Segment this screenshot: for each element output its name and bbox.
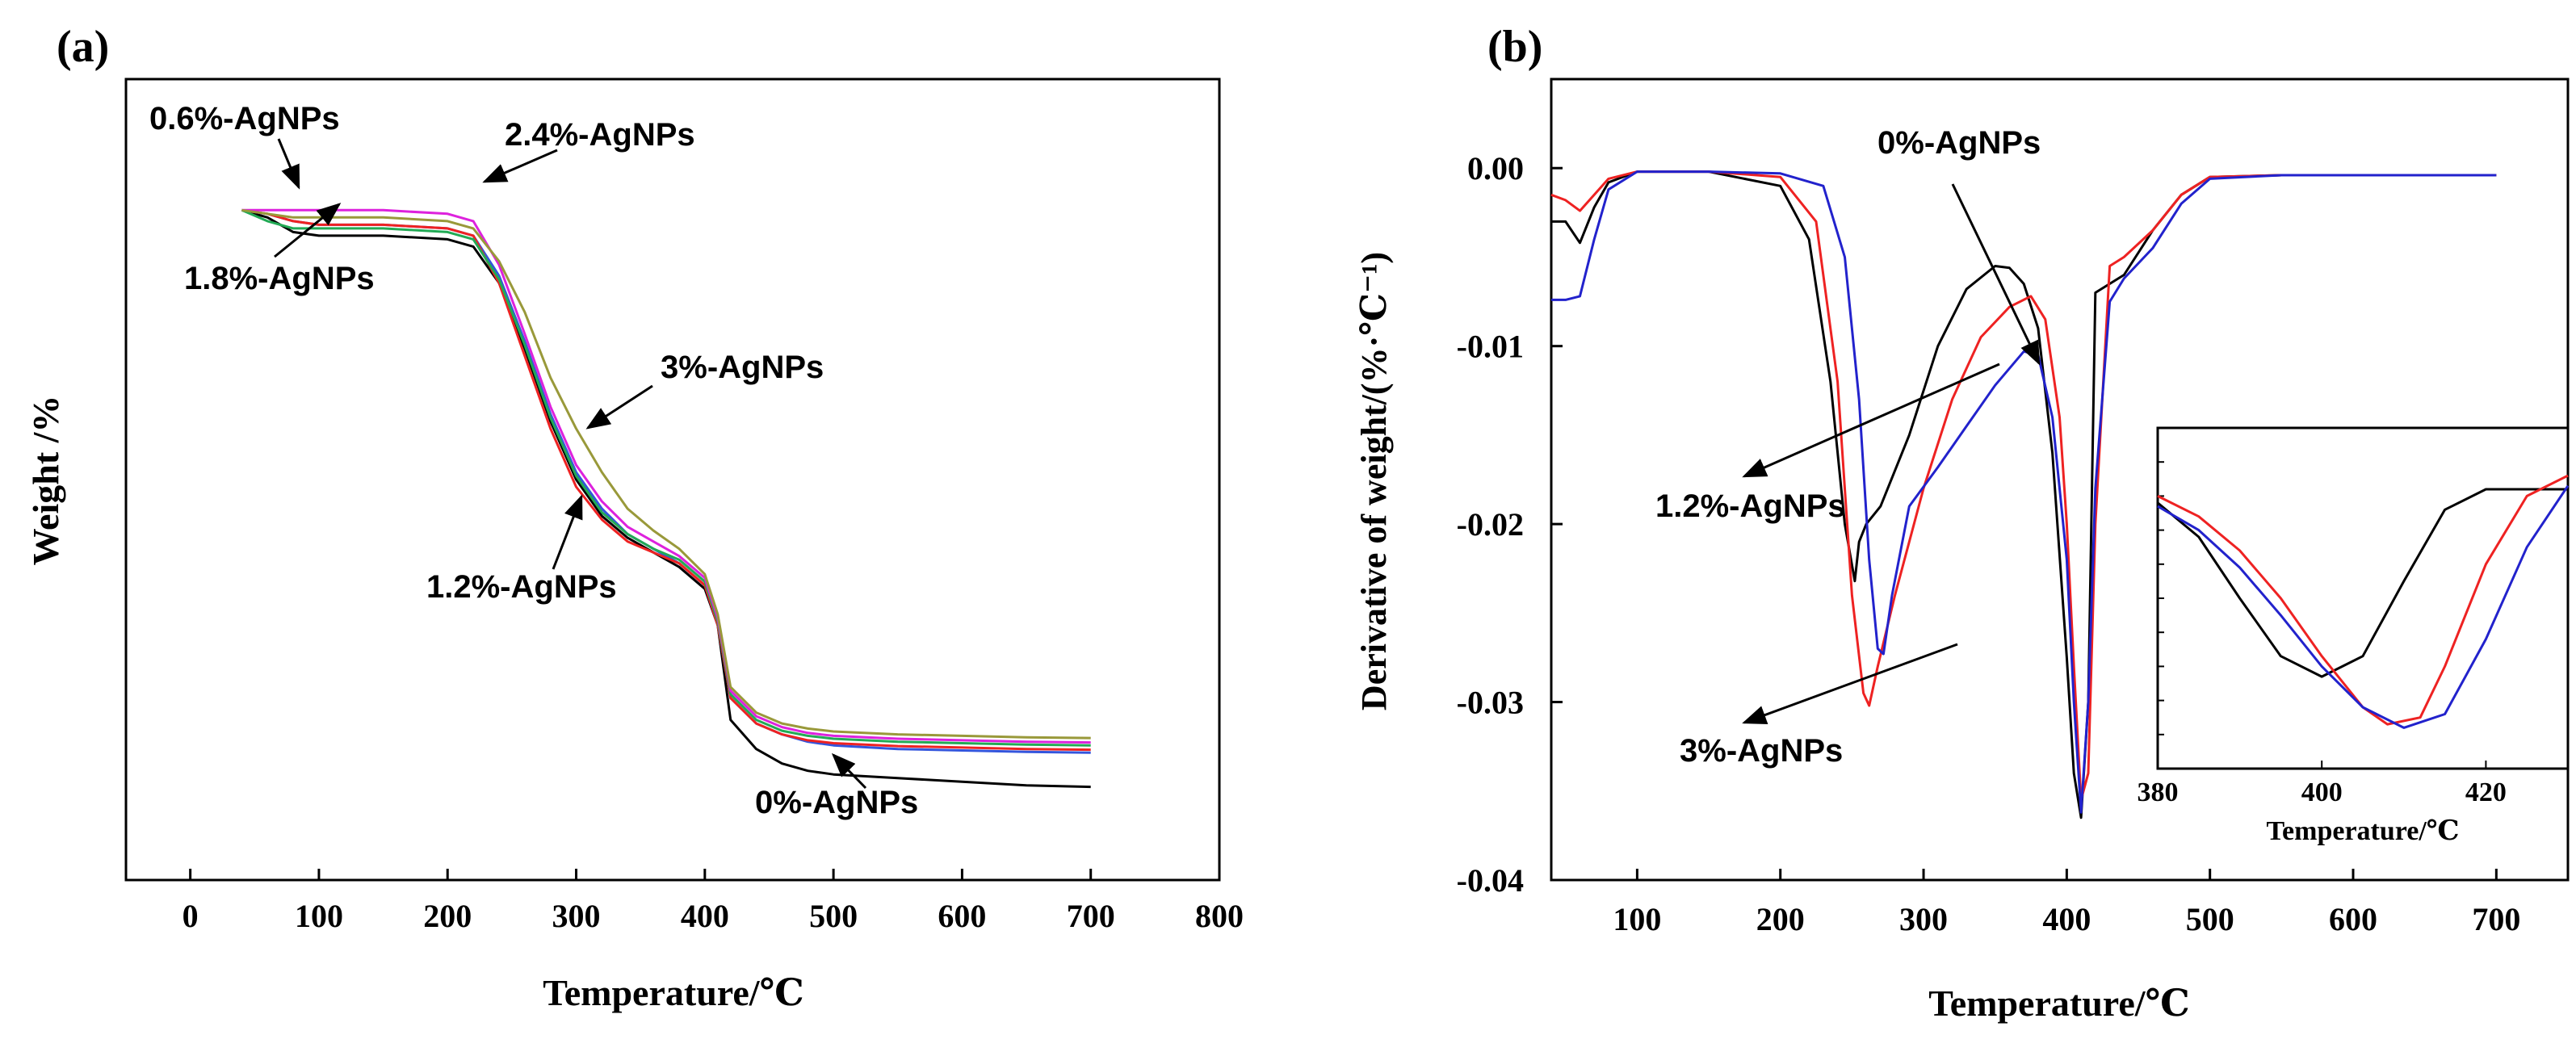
panel-b-y-tick-label: -0.04	[1457, 862, 1524, 899]
panel-a-x-tick-label: 500	[809, 898, 858, 934]
panel-a-x-tick-label: 0	[183, 898, 199, 934]
panel-a-annotation-arrow	[482, 149, 558, 183]
panel-a-annotations: 0.6%-AgNPs 2.4%-AgNPs 1.8%-AgNPs 3%-AgNPs 1.…	[149, 101, 918, 820]
panel-a-annotation-1-8pct-agnps: 1.8%-AgNPs	[184, 261, 375, 296]
panel-a-annotation-0pct-agnps: 0%-AgNPs	[755, 785, 918, 820]
panel-a-series-1-2pct-agnps	[241, 208, 1091, 752]
panel-a-annotation-arrow	[274, 203, 342, 258]
inset-series-1-2pct-agnps	[2157, 474, 2569, 726]
panel-a-annotation-arrow	[831, 752, 867, 790]
inset-series-group	[2157, 474, 2570, 729]
inset-x-tick-label: 380	[2138, 777, 2179, 807]
panel-a-series-1-8pct-agnps	[241, 208, 1091, 747]
panel-a-series-3pct-agnps	[241, 208, 1091, 740]
inset-series-0pct-agnps	[2157, 488, 2568, 678]
panel-b-x-tick-label: 500	[2186, 901, 2234, 937]
panel-b-annotation-1-2pct-agnps: 1.2%-AgNPs	[1655, 488, 1846, 524]
panel-b-x-tick-label: 100	[1613, 901, 1661, 937]
panel-b-annotation-arrow	[1742, 643, 1958, 724]
panel-b-series-3pct-agnps	[1551, 170, 2497, 814]
inset-frame	[2156, 426, 2570, 770]
panel-b-x-axis-label: Temperature/℃	[1928, 983, 2189, 1024]
panel-b-annotation-0pct-agnps: 0%-AgNPs	[1877, 125, 2041, 161]
panel-b-x-tick-label: 300	[1899, 901, 1948, 937]
inset-x-axis-label: Temperature/℃	[2266, 816, 2459, 846]
panel-a-x-tick-label: 400	[681, 898, 729, 934]
panel-b-y-tick-label: 0.00	[1467, 150, 1524, 187]
panel-a-x-axis: 0 100 200 300 400 500 600 700 800	[183, 869, 1244, 934]
panel-a-annotation-1-2pct-agnps: 1.2%-AgNPs	[426, 569, 617, 605]
panel-a-label: (a)	[57, 22, 109, 72]
panel-a-series-group	[241, 208, 1091, 789]
panel-b-x-tick-label: 600	[2329, 901, 2377, 937]
panel-b-x-tick-label: 700	[2472, 901, 2520, 937]
panel-a-x-tick-label: 700	[1067, 898, 1115, 934]
panel-a-annotation-arrow	[277, 138, 300, 190]
panel-a-annotation-3pct-agnps: 3%-AgNPs	[661, 350, 824, 385]
panel-a-annotation-arrow	[552, 494, 583, 570]
panel-b-axes: 100 200 300 400 500 600 700 0.00 -0.01 -0.02 -0.03…	[1457, 150, 2521, 937]
panel-b-label: (b)	[1487, 22, 1542, 72]
panel-b-annotation-3pct-agnps: 3%-AgNPs	[1680, 733, 1843, 769]
panel-b-x-tick-label: 400	[2042, 901, 2091, 937]
panel-a-x-tick-label: 600	[938, 898, 986, 934]
panel-b-annotation-arrow	[1951, 183, 2041, 366]
inset-x-tick-label: 400	[2301, 777, 2343, 807]
panel-a-annotation-0-6pct-agnps: 0.6%-AgNPs	[149, 101, 340, 136]
panel-a-plot-frame	[124, 78, 1221, 882]
panel-b: (b) 100 200 300 400 500 600 700 0.00 -0.01 -0.02 -…	[1354, 22, 2570, 1024]
panel-a: (a) 0 100 200 300 400 500 600 700 800 0.6%-AgNPs…	[25, 22, 1244, 1013]
panel-a-x-tick-label: 800	[1195, 898, 1244, 934]
panel-a-x-tick-label: 100	[295, 898, 343, 934]
panel-b-y-tick-label: -0.02	[1457, 506, 1524, 543]
inset-x-tick-label: 420	[2465, 777, 2507, 807]
panel-a-y-axis-label: Weight /%	[25, 396, 66, 566]
panel-a-annotation-2-4pct-agnps: 2.4%-AgNPs	[505, 117, 695, 153]
panel-b-annotation-arrow	[1742, 363, 2000, 478]
panel-a-annotation-arrow	[585, 384, 653, 430]
panel-a-x-tick-label: 300	[552, 898, 601, 934]
panel-a-series-0pct-agnps	[241, 208, 1091, 789]
panel-b-y-axis-label: Derivative of weight/(%·℃⁻¹)	[1354, 252, 1394, 710]
panel-b-y-tick-label: -0.01	[1457, 329, 1524, 365]
panel-a-x-tick-label: 200	[423, 898, 472, 934]
panel-b-x-tick-label: 200	[1756, 901, 1805, 937]
inset-series-3pct-agnps	[2157, 484, 2570, 729]
inset-x-axis: 380 400 420	[2138, 461, 2507, 807]
panel-a-x-axis-label: Temperature/℃	[543, 972, 803, 1013]
panel-b-y-tick-label: -0.03	[1457, 685, 1524, 721]
panel-b-series-group	[1550, 170, 2497, 819]
panel-a-series-2-4pct-agnps	[241, 208, 1091, 744]
panel-b-inset: 380 400 420 Temperature/℃	[2138, 426, 2570, 846]
panel-b-annotations: 0%-AgNPs 1.2%-AgNPs 3%-AgNPs	[1655, 125, 2041, 769]
